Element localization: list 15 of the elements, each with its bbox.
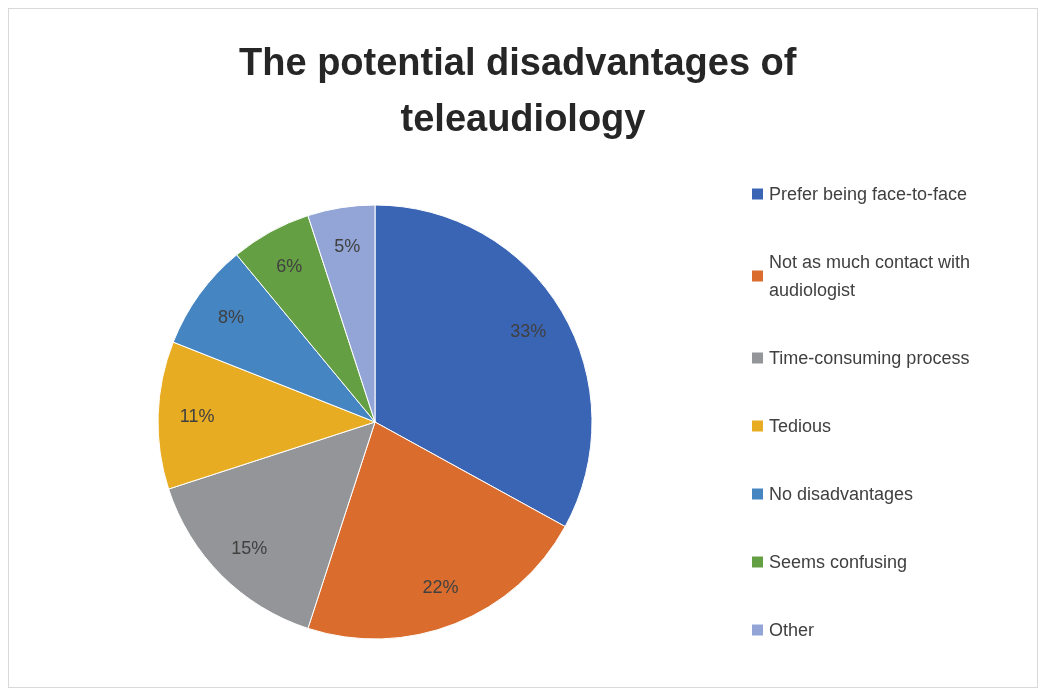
- legend-label: No disadvantages: [769, 484, 914, 504]
- data-label: 6%: [276, 256, 303, 277]
- legend-label: Seems confusing: [769, 552, 908, 572]
- data-label: 22%: [422, 577, 459, 598]
- legend-label: Other: [769, 620, 815, 640]
- data-label: 8%: [218, 307, 245, 328]
- data-label: 11%: [179, 406, 215, 427]
- legend-label: Prefer being face-to-face: [769, 184, 968, 204]
- data-label: 5%: [334, 236, 361, 257]
- chart-title: The potential disadvantages of teleaudiology: [239, 41, 807, 139]
- data-label: 15%: [231, 537, 268, 558]
- legend-label: Not as much contact with audiologist: [769, 252, 976, 300]
- legend-label: Time-consuming process: [769, 348, 970, 368]
- data-label: 33%: [510, 321, 547, 342]
- legend-label: Tedious: [769, 416, 832, 436]
